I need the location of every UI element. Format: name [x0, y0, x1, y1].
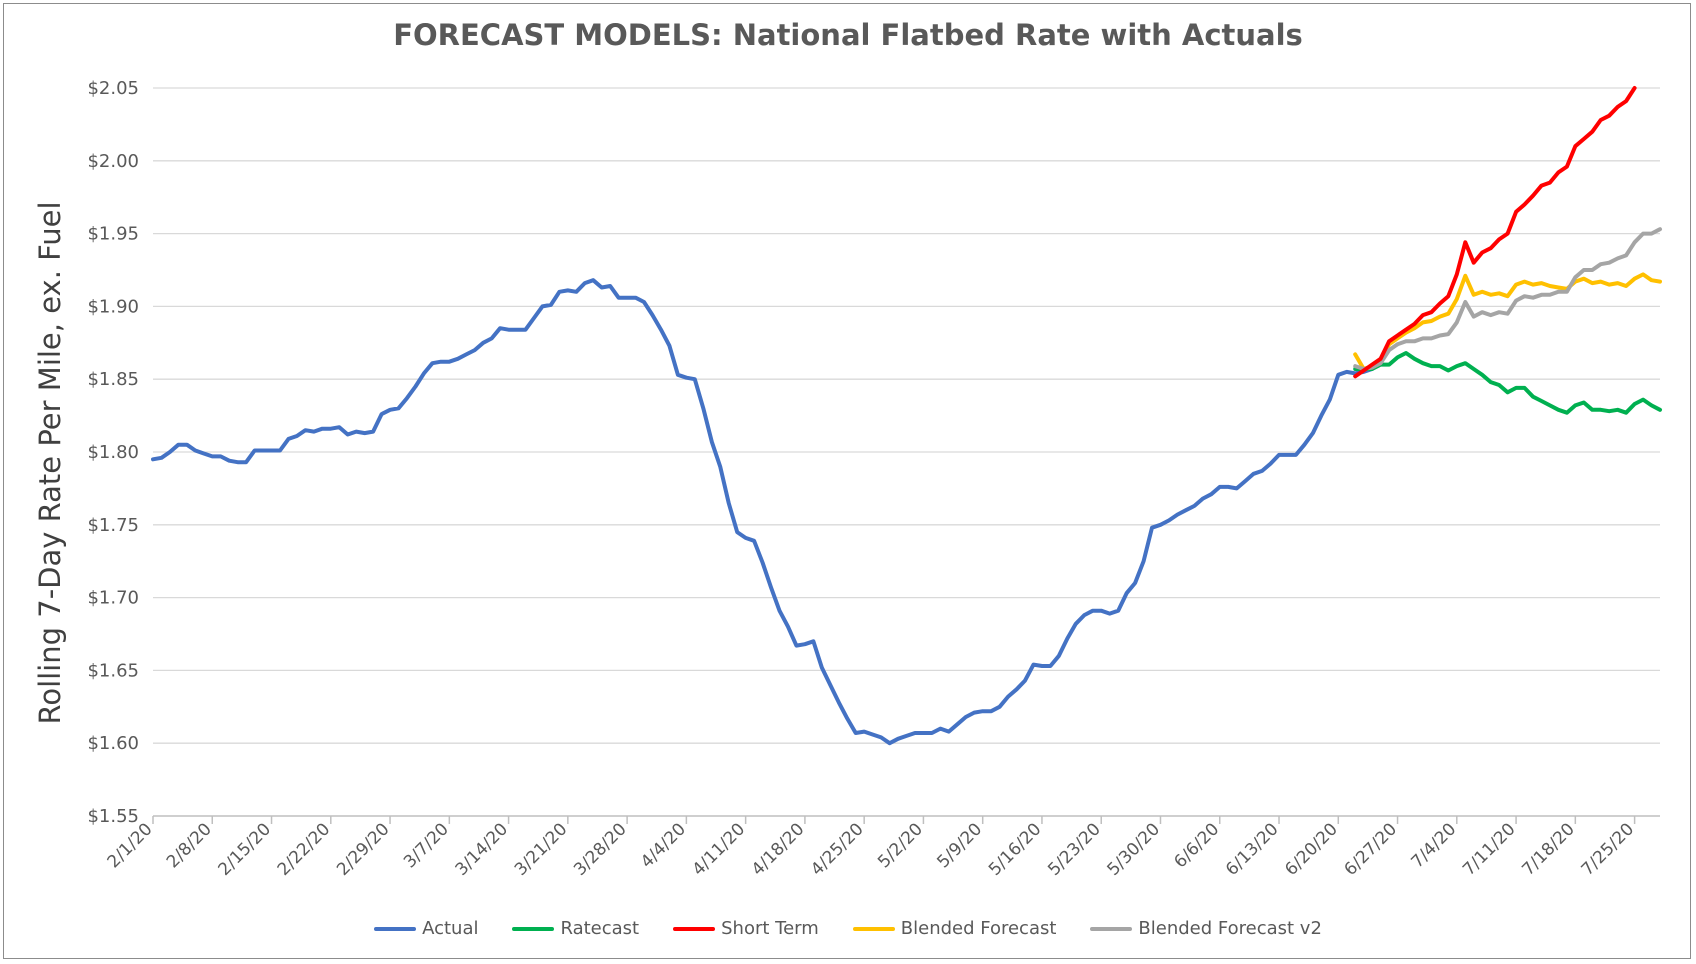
series-line-short-term	[1353, 86, 1637, 379]
series-lines	[151, 86, 1662, 746]
legend-item: Short Term	[673, 918, 819, 939]
x-tick-label: 5/2/20	[874, 819, 927, 872]
gridlines	[153, 87, 1660, 744]
y-tick-label: $1.55	[87, 806, 139, 827]
x-tick-label: 2/8/20	[163, 819, 216, 872]
x-tick-label: 4/4/20	[637, 819, 690, 872]
x-tick-label: 3/7/20	[400, 819, 453, 872]
x-tick-label: 5/30/20	[1104, 819, 1164, 879]
series-line-ratecast	[1353, 351, 1662, 415]
x-tick-label: 3/21/20	[511, 819, 571, 879]
x-tick-label: 7/18/20	[1518, 819, 1578, 879]
x-tick-label: 4/18/20	[748, 819, 808, 879]
legend: Actual Ratecast Short Term Blended Forecast…	[0, 918, 1696, 939]
legend-label: Short Term	[721, 918, 819, 939]
y-tick-label: $1.85	[87, 369, 139, 390]
legend-swatch	[1090, 926, 1133, 931]
legend-swatch	[512, 926, 555, 931]
legend-label: Blended Forecast	[900, 918, 1057, 939]
y-tick-label: $1.70	[87, 588, 139, 609]
x-tick-label: 6/20/20	[1281, 819, 1341, 879]
legend-item: Blended Forecast	[852, 918, 1057, 939]
x-tick-label: 4/25/20	[807, 819, 867, 879]
y-tick-label: $1.75	[87, 515, 139, 536]
x-tick-label: 2/1/20	[104, 819, 157, 872]
x-tick-label: 2/22/20	[274, 819, 334, 879]
legend-swatch	[673, 926, 716, 931]
y-tick-label: $1.65	[87, 660, 139, 681]
x-tick-label: 6/27/20	[1341, 819, 1401, 879]
x-tick-label: 6/6/20	[1170, 819, 1223, 872]
x-tick-label: 7/4/20	[1408, 819, 1461, 872]
legend-label: Blended Forecast v2	[1138, 918, 1322, 939]
series-line-blended-forecast	[1353, 272, 1662, 371]
legend-item: Blended Forecast v2	[1090, 918, 1322, 939]
x-tick-label: 5/9/20	[933, 819, 986, 872]
x-tick-label: 2/15/20	[215, 819, 275, 879]
legend-label: Ratecast	[560, 918, 640, 939]
y-tick-label: $1.95	[87, 224, 139, 245]
legend-item: Ratecast	[512, 918, 639, 939]
series-line-actual	[151, 278, 1375, 746]
x-tick-label: 5/16/20	[985, 819, 1045, 879]
x-axis: 2/1/20 2/8/202/15/202/22/202/29/20 3/7/203…	[104, 815, 1660, 880]
x-tick-label: 7/11/20	[1459, 819, 1519, 879]
chart-frame	[3, 3, 1691, 959]
y-tick-label: $1.90	[87, 296, 139, 317]
x-tick-label: 5/23/20	[1044, 819, 1104, 879]
chart-title: FORECAST MODELS: National Flatbed Rate w…	[393, 18, 1303, 52]
x-tick-label: 3/14/20	[452, 819, 512, 879]
x-tick-label: 4/11/20	[689, 819, 749, 879]
y-tick-label: $2.00	[87, 151, 139, 172]
y-tick-label: $1.60	[87, 733, 139, 754]
x-tick-label: 6/13/20	[1222, 819, 1282, 879]
legend-label: Actual	[422, 918, 479, 939]
x-tick-label: 7/25/20	[1578, 819, 1638, 879]
y-axis-ticks: $1.55 $1.60 $1.65 $1.70 $1.75 $1.80 $1.85 $1.90…	[87, 78, 139, 827]
series-line-blended-forecast-v2	[1353, 227, 1662, 371]
y-tick-label: $1.80	[87, 442, 139, 463]
legend-item: Actual	[374, 918, 478, 939]
legend-swatch	[852, 926, 895, 931]
legend-swatch	[374, 926, 417, 931]
x-tick-label: 3/28/20	[570, 819, 630, 879]
x-tick-label: 2/29/20	[333, 819, 393, 879]
y-tick-label: $2.05	[87, 78, 139, 99]
